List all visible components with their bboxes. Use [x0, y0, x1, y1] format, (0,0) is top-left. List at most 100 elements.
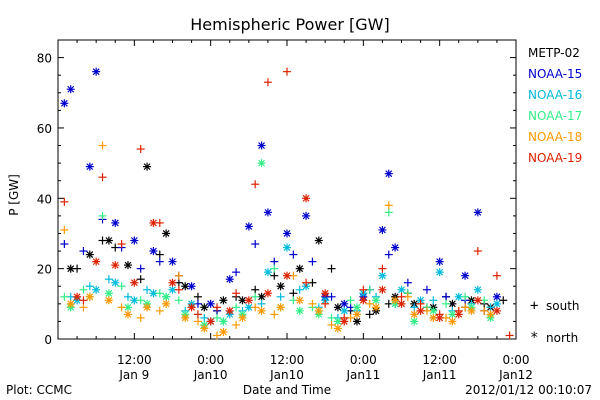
north-point [454, 292, 463, 301]
north-point [168, 257, 177, 266]
north-point [295, 264, 304, 273]
south-point [473, 247, 482, 256]
south-point [499, 296, 508, 305]
north-point [66, 85, 75, 94]
south-point [155, 306, 164, 315]
north-point [492, 306, 501, 315]
south-point [486, 303, 495, 312]
north-point [257, 159, 266, 168]
south-point [136, 313, 145, 322]
north-point [149, 218, 158, 227]
south-point [251, 180, 260, 189]
north-point [206, 299, 215, 308]
south-point [251, 285, 260, 294]
x-tick-time-label: 0:00 [350, 353, 377, 367]
south-point [327, 264, 336, 273]
y-tick-label: 40 [37, 192, 52, 206]
south-point [79, 303, 88, 312]
south-point [295, 285, 304, 294]
south-point [270, 264, 279, 273]
south-marker-label: south [546, 299, 580, 313]
south-point [251, 240, 260, 249]
south-point [505, 331, 514, 340]
south-point [270, 310, 279, 319]
x-axis-label: Date and Time [243, 383, 331, 397]
south-point [104, 275, 113, 284]
north-point [302, 211, 311, 220]
south-point [289, 289, 298, 298]
south-point [232, 320, 241, 329]
north-point [143, 303, 152, 312]
north-point [333, 324, 342, 333]
south-point [232, 268, 241, 277]
y-tick-label: 0 [44, 333, 52, 347]
south-point [136, 264, 145, 273]
north-point [66, 299, 75, 308]
north-point [486, 310, 495, 319]
north-point [473, 208, 482, 217]
south-point [422, 285, 431, 294]
y-tick-label: 80 [37, 52, 52, 66]
north-point [410, 310, 419, 319]
south-point [174, 271, 183, 280]
north-point [473, 285, 482, 294]
north-point [314, 306, 323, 315]
south-point [410, 303, 419, 312]
north-point [104, 289, 113, 298]
south-point [213, 331, 222, 340]
north-point [340, 306, 349, 315]
south-point [384, 208, 393, 217]
north-point [302, 194, 311, 203]
north-point [104, 236, 113, 245]
x-tick-date-label: Jan12 [498, 368, 533, 382]
south-point [251, 303, 260, 312]
north-point [384, 169, 393, 178]
legend-item-metp-02: METP-02 [528, 46, 580, 60]
south-point [327, 313, 336, 322]
north-point [73, 292, 82, 301]
north-point [162, 292, 171, 301]
north-point [473, 296, 482, 305]
south-point [213, 303, 222, 312]
south-point [429, 296, 438, 305]
south-point [251, 292, 260, 301]
north-point [92, 285, 101, 294]
south-point [378, 264, 387, 273]
north-point [295, 306, 304, 315]
north-point [314, 236, 323, 245]
north-point [321, 289, 330, 298]
south-point [98, 141, 107, 150]
north-point [92, 257, 101, 266]
south-point [308, 299, 317, 308]
south-marker-symbol: + [530, 298, 538, 314]
north-point [219, 327, 228, 336]
south-point [60, 292, 69, 301]
north-point [219, 296, 228, 305]
south-point [174, 296, 183, 305]
north-point [162, 229, 171, 238]
south-point [321, 299, 330, 308]
north-point [372, 296, 381, 305]
north-point [143, 162, 152, 171]
north-point [200, 324, 209, 333]
south-point [98, 211, 107, 220]
north-point [130, 296, 139, 305]
north-point [206, 317, 215, 326]
north-point [276, 282, 285, 291]
south-point [79, 296, 88, 305]
north-point [257, 292, 266, 301]
north-point [435, 268, 444, 277]
north-point [92, 67, 101, 76]
north-point [187, 303, 196, 312]
north-point [283, 229, 291, 238]
south-point [346, 296, 355, 305]
north-point [295, 296, 304, 305]
south-point [193, 317, 202, 326]
marker-legend: + south * north [530, 298, 580, 346]
north-point [111, 218, 120, 227]
south-point [302, 278, 311, 287]
footer-plot-credit: Plot: CCMC [6, 383, 72, 397]
south-point [60, 197, 69, 206]
south-point [442, 299, 451, 308]
north-point [111, 278, 120, 287]
